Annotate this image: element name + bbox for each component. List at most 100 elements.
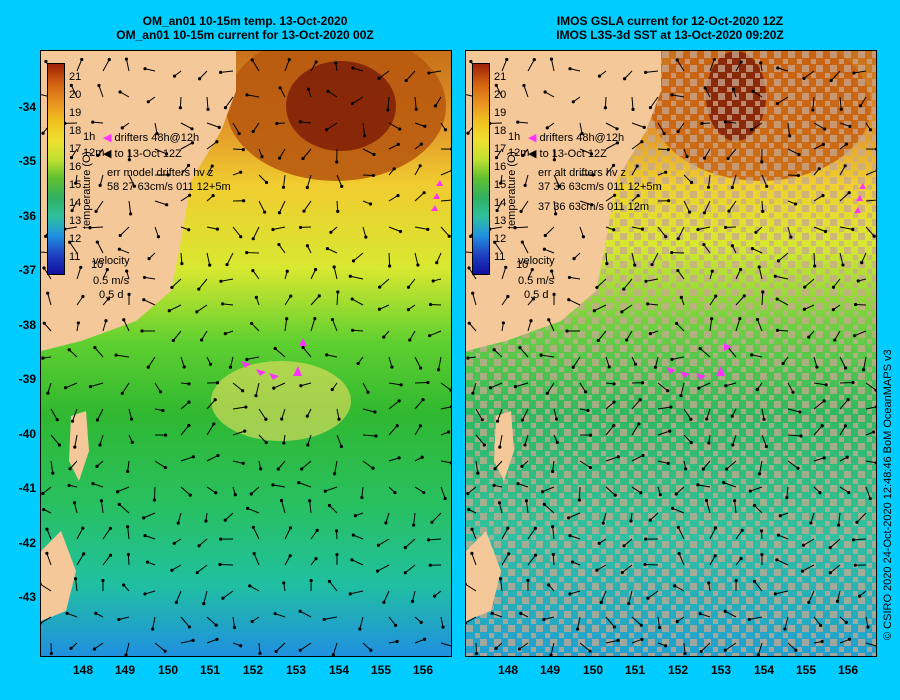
current-vector-head xyxy=(92,647,97,651)
current-vector xyxy=(631,165,638,176)
x-tick: 156 xyxy=(412,663,434,677)
current-vector xyxy=(206,165,213,176)
current-vector-head xyxy=(219,537,223,541)
current-vector-head xyxy=(542,502,546,506)
current-vector xyxy=(249,585,260,592)
right-map-svg xyxy=(466,51,876,656)
current-vector-head xyxy=(126,469,130,474)
current-vector xyxy=(839,252,844,266)
current-vector-head xyxy=(554,417,559,421)
current-vector xyxy=(232,406,246,410)
current-vector xyxy=(102,554,111,566)
current-vector-head xyxy=(167,309,171,313)
drifter-legend-2: ◀ to 13-Oct 12Z xyxy=(528,147,607,160)
current-vector-head xyxy=(242,199,246,203)
current-vector xyxy=(631,96,634,110)
current-vector xyxy=(95,200,104,212)
current-vector-head xyxy=(752,579,757,583)
colorbar-label: 21 xyxy=(69,71,82,83)
colorbar-label: 11 xyxy=(494,251,506,263)
x-tick: 156 xyxy=(837,663,859,677)
current-vector-head xyxy=(70,419,75,423)
current-vector-head xyxy=(495,419,500,423)
current-vector-head xyxy=(277,156,282,160)
current-vector xyxy=(352,329,364,332)
current-vector-head xyxy=(298,609,302,613)
current-vector-head xyxy=(107,58,111,62)
current-vector xyxy=(605,639,619,644)
current-vector xyxy=(251,59,260,72)
current-vector-head xyxy=(603,106,607,110)
current-vector xyxy=(732,434,737,446)
current-vector-head xyxy=(273,612,277,616)
current-vector xyxy=(671,356,685,360)
current-vector xyxy=(787,122,791,136)
current-vector xyxy=(177,512,182,524)
current-vector-head xyxy=(68,240,72,244)
current-vector-head xyxy=(633,362,638,366)
current-vector-head xyxy=(252,552,256,556)
current-vector-head xyxy=(760,160,764,164)
current-vector-head xyxy=(314,60,318,64)
current-vector-head xyxy=(504,265,508,269)
current-vector xyxy=(810,512,815,524)
credit-text: © CSIRO 2020 24-Oct-2020 12:48:46 BoM Oc… xyxy=(882,349,894,640)
current-vector-head xyxy=(95,240,99,244)
current-vector-head xyxy=(835,599,840,603)
current-vector-head xyxy=(147,257,151,261)
current-vector xyxy=(494,241,503,254)
current-vector xyxy=(440,199,451,202)
current-vector xyxy=(683,642,686,654)
current-vector xyxy=(180,639,194,644)
current-vector-head xyxy=(132,184,136,188)
current-vector-head xyxy=(874,147,876,151)
current-vector-head xyxy=(358,627,362,631)
current-vector-head xyxy=(702,211,707,215)
current-vector-head xyxy=(636,193,640,198)
current-vector xyxy=(388,400,400,410)
current-vector-head xyxy=(228,365,233,369)
current-vector xyxy=(362,174,374,177)
current-vector-head xyxy=(731,443,735,447)
current-vector-head xyxy=(669,405,673,409)
current-vector-head xyxy=(213,398,217,402)
current-vector-head xyxy=(51,471,55,475)
current-vector xyxy=(273,382,286,389)
current-vector xyxy=(232,460,244,464)
current-vector-head xyxy=(216,453,220,458)
current-vector-head xyxy=(633,263,637,267)
current-vector-head xyxy=(264,180,269,185)
current-vector-head xyxy=(337,417,341,421)
current-vector-head xyxy=(396,193,400,198)
current-vector xyxy=(387,96,390,110)
current-vector-head xyxy=(239,644,243,648)
current-vector-head xyxy=(738,267,743,272)
current-vector-head xyxy=(734,579,738,583)
current-vector-head xyxy=(752,503,757,508)
current-vector-head xyxy=(431,279,435,283)
current-vector xyxy=(709,318,713,332)
colorbar-label: 21 xyxy=(494,71,507,83)
current-vector-head xyxy=(302,209,306,213)
current-vector xyxy=(594,304,607,312)
current-vector-head xyxy=(739,557,743,561)
current-vector-head xyxy=(239,235,243,239)
current-vector xyxy=(527,269,533,280)
current-vector-head xyxy=(244,405,248,409)
current-vector-head xyxy=(828,546,832,550)
current-vector-head xyxy=(567,298,571,302)
current-vector-head xyxy=(335,553,339,557)
current-vector xyxy=(99,434,104,446)
current-vector-head xyxy=(388,264,392,268)
current-vector xyxy=(579,148,592,155)
current-vector-head xyxy=(278,86,282,90)
velocity-key-duration: 0.5 d xyxy=(99,289,124,301)
current-vector-head xyxy=(676,525,680,529)
current-vector xyxy=(803,70,815,79)
current-vector-head xyxy=(803,285,807,289)
current-vector-head xyxy=(197,287,201,291)
land-island xyxy=(494,411,514,481)
current-vector xyxy=(579,382,586,393)
current-vector-head xyxy=(382,600,386,604)
current-vector xyxy=(69,460,78,470)
